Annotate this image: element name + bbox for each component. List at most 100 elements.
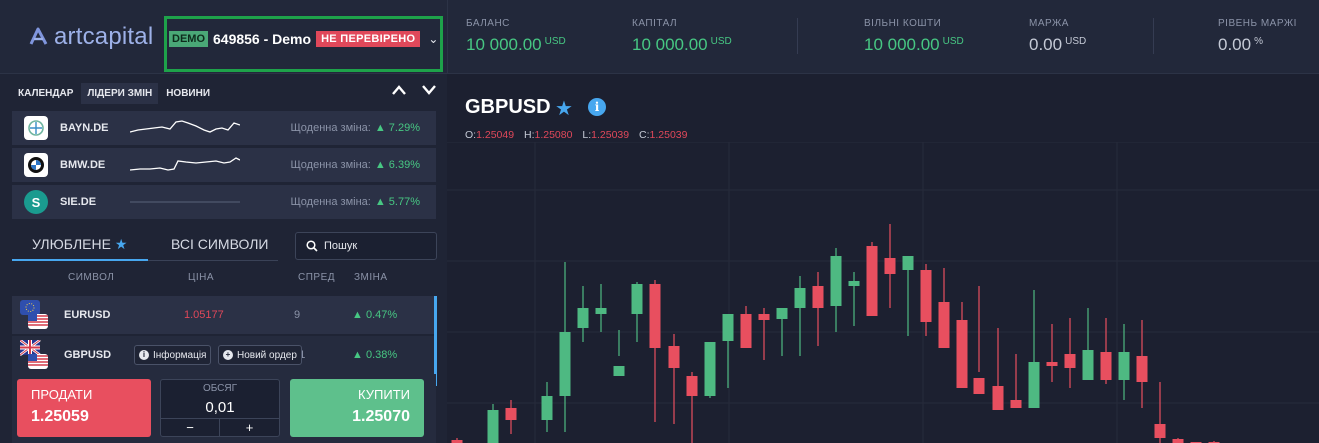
candle-down [451,440,463,443]
volume-increase-button[interactable]: + [220,418,279,437]
candle-down [812,286,824,308]
leader-row-sie[interactable]: S SIE.DE Щоденна зміна: ▲ 5.77% [12,185,436,219]
buy-button[interactable]: КУПИТИ 1.25070 [290,379,424,437]
candle-up [1082,350,1094,380]
candle-down [1064,354,1076,368]
bmw-logo-icon [24,153,48,177]
separator [1153,18,1154,54]
symbol-spread: 9 [294,309,301,321]
candle-up [613,366,625,376]
favorite-star-icon[interactable]: ★ [555,98,573,120]
logo[interactable]: artcapital [28,22,153,52]
tab-favorites[interactable]: УЛЮБЛЕНЕ ★ [32,236,128,252]
leader-change: Щоденна зміна: ▲ 7.29% [290,122,420,134]
chart-area: GBPUSD ★ i O:1.25049 H:1.25080 L:1.25039… [447,74,1319,443]
tab-all-symbols[interactable]: ВСІ СИМВОЛИ [171,236,269,252]
candle-down [649,284,661,348]
stat-value: 10 000.00 USD [864,35,964,54]
top-header: artcapital DEMO 649856 - Demo НЕ ПЕРЕВІР… [0,0,1319,74]
candle-up [559,332,571,396]
stat-margin: МАРЖА 0.00 USD [1029,18,1086,55]
search-icon [306,240,318,252]
chevron-up-icon[interactable] [391,84,407,96]
leader-row-bayn[interactable]: BAYN.DE Щоденна зміна: ▲ 7.29% [12,111,436,145]
col-header-symbol: СИМВОЛ [68,272,115,283]
symbol-name: GBPUSD [64,349,112,361]
candle-up [631,284,643,314]
candle-up [704,342,716,396]
volume-label: ОБСЯГ [202,383,238,394]
candle-up [541,396,553,420]
candle-up [902,256,914,270]
unverified-badge: НЕ ПЕРЕВІРЕНО [316,31,421,47]
sparkline [130,120,240,133]
bayer-logo-icon [24,116,48,140]
leader-nav [391,84,437,96]
new-order-button[interactable]: + Новий ордер [218,345,302,365]
tab-news[interactable]: НОВИНИ [166,87,211,99]
symbol-row-eurusd[interactable]: EURUSD 1.05177 9 ▲ 0.47% [12,296,436,334]
stat-value: 0.00 USD [1029,35,1087,54]
leader-symbol: BMW.DE [60,159,106,171]
tab-leaders[interactable]: ЛІДЕРИ ЗМІН [81,82,159,104]
volume-stepper[interactable]: ОБСЯГ 0,01 − + [160,379,280,437]
ohlc-readout: O:1.25049 H:1.25080 L:1.25039 C:1.25039 [465,129,688,141]
stat-free-margin: ВІЛЬНІ КОШТИ 10 000.00 USD [864,18,964,55]
chevron-down-icon[interactable]: ⌄ [428,32,439,46]
info-icon: i [139,350,149,360]
volume-decrease-button[interactable]: − [161,418,220,437]
news-tabs: КАЛЕНДАР ЛІДЕРИ ЗМІН НОВИНИ [12,82,218,104]
candle-down [938,302,950,348]
volume-value[interactable]: 0,01 [205,399,235,416]
account-selector[interactable]: DEMO 649856 - Demo НЕ ПЕРЕВІРЕНО ⌄ [164,16,443,72]
stat-label: РІВЕНЬ МАРЖІ [1218,18,1297,29]
tab-calendar[interactable]: КАЛЕНДАР [18,87,74,99]
col-header-change: ЗМІНА [354,272,388,283]
candlestick-chart[interactable] [447,142,1319,443]
stat-value: 10 000.00 USD [466,35,566,54]
demo-badge: DEMO [169,31,208,47]
active-tab-indicator [12,259,148,261]
candle-up [794,288,806,308]
search-input[interactable] [324,240,424,252]
header-divider [447,0,448,74]
candle-down [1046,362,1058,366]
candle-up [776,308,788,319]
stat-label: ВІЛЬНІ КОШТИ [864,18,942,29]
col-header-spread: СПРЕД [298,272,336,283]
chevron-down-icon[interactable] [421,84,437,96]
sell-button[interactable]: ПРОДАТИ 1.25059 [17,379,151,437]
candle-down [920,270,932,322]
symbol-change: ▲ 0.38% [352,349,398,361]
symbol-change: ▲ 0.47% [352,309,398,321]
stat-value: 10 000.00 USD [632,35,732,54]
sell-label: ПРОДАТИ [31,387,93,402]
info-icon[interactable]: i [588,98,606,116]
stat-label: КАПІТАЛ [632,18,678,29]
symbol-name: EURUSD [64,309,111,321]
candle-up [1028,362,1040,408]
candle-down [1100,352,1112,380]
candle-down [1172,439,1184,443]
info-button[interactable]: i Інформація [134,345,212,365]
candle-down [1010,400,1022,408]
trade-panel: ПРОДАТИ 1.25059 ОБСЯГ 0,01 − + КУПИТИ 1.… [12,374,436,443]
candle-up [722,314,734,341]
candle-down [668,346,680,368]
buy-price: 1.25070 [352,408,410,425]
buy-label: КУПИТИ [358,387,410,402]
candle-up [595,308,607,314]
candle-up [848,281,860,286]
candle-down [992,386,1004,410]
candle-down [866,246,878,316]
eu-us-flag-icon [20,300,48,329]
star-icon: ★ [114,236,128,252]
leader-row-bmw[interactable]: BMW.DE Щоденна зміна: ▲ 6.39% [12,148,436,182]
candle-down [956,320,968,388]
leader-change: Щоденна зміна: ▲ 6.39% [290,159,420,171]
stat-equity: КАПІТАЛ 10 000.00 USD [632,18,732,55]
search-box[interactable] [295,232,437,260]
stat-label: МАРЖА [1029,18,1069,29]
candle-down [686,376,698,396]
